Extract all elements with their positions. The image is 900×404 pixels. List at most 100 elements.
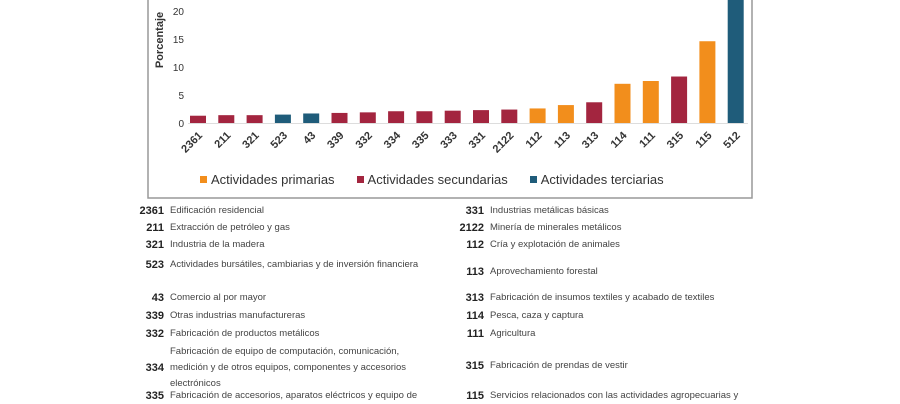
legend-item-pri: Actividades primarias xyxy=(200,172,335,187)
code-row: 2361 Edificación residencial xyxy=(128,203,435,219)
legend-label: Actividades primarias xyxy=(211,172,335,187)
x-tick-label: 339 xyxy=(325,130,346,151)
code: 211 xyxy=(146,222,164,234)
code-description: Fabricación de prendas de vestir xyxy=(490,360,628,371)
code-row: 115 Servicios relacionados con las activi… xyxy=(448,388,810,404)
chart-legend: Actividades primarias Actividades secunda… xyxy=(200,172,664,187)
code-row: 112 Cría y explotación de animales xyxy=(448,237,810,253)
code-description: Aprovechamiento forestal xyxy=(490,266,598,277)
code: 115 xyxy=(466,390,484,402)
bar-331 xyxy=(473,110,489,123)
x-tick-label: 114 xyxy=(609,129,631,151)
code-row: 331 Industrias metálicas básicas xyxy=(448,203,810,219)
code-description: Fabricación de equipo de computación, co… xyxy=(170,346,407,389)
x-tick-label: 211 xyxy=(212,130,233,151)
code-row: 113 Aprovechamiento forestal xyxy=(448,264,810,280)
x-tick-label: 333 xyxy=(438,130,459,151)
code: 315 xyxy=(465,360,484,372)
code-row: 313 Fabricación de insumos textiles y aca… xyxy=(448,290,810,306)
x-tick-label: 112 xyxy=(524,130,545,151)
x-tick-label: 335 xyxy=(410,130,431,151)
legend-swatch xyxy=(356,176,364,183)
y-tick-label: 10 xyxy=(173,63,185,74)
code-row: 43 Comercio al por mayor xyxy=(128,290,435,306)
code-description: Fabricación de insumos textiles y acabad… xyxy=(490,292,715,303)
x-tick-label: 2361 xyxy=(179,130,205,156)
legend-item-sec: Actividades secundarias xyxy=(356,172,508,187)
code-description: Edificación residencial xyxy=(170,205,264,216)
bar-115 xyxy=(699,41,716,123)
legend-label: Actividades terciarias xyxy=(540,172,664,187)
code-description: Industrias metálicas básicas xyxy=(490,205,609,216)
bar-2122 xyxy=(501,109,518,123)
y-tick-label: 15 xyxy=(173,35,185,46)
bar-chart: 0 5 10 15 20 2361 211 321 523 43 339 332 334 335 333 3… xyxy=(147,0,753,199)
x-tick-label: 321 xyxy=(240,130,261,151)
legend-swatch xyxy=(529,176,537,183)
code-row: 2122 Minería de minerales metálicos xyxy=(448,220,810,236)
bar-523 xyxy=(274,114,291,123)
y-tick-label: 0 xyxy=(178,119,184,130)
code-description: Extracción de petróleo y gas xyxy=(170,222,290,233)
x-tick-label: 332 xyxy=(353,130,374,151)
code-description: Servicios relacionados con las actividad… xyxy=(490,390,739,401)
code: 114 xyxy=(466,310,484,322)
bar-114 xyxy=(614,83,631,123)
chart-frame xyxy=(147,0,753,199)
x-tick-label: 331 xyxy=(467,130,488,151)
code-description: Minería de minerales metálicos xyxy=(490,222,622,233)
code-row: 334 Fabricación de equipo de computación,… xyxy=(128,344,435,392)
code-row: 111 Agricultura xyxy=(448,326,810,342)
bar-113 xyxy=(557,105,574,123)
y-axis-label: Porcentaje xyxy=(154,12,166,68)
bar-315 xyxy=(671,76,688,123)
code-row: 332 Fabricación de productos metálicos xyxy=(128,326,435,342)
bar-43 xyxy=(303,113,320,123)
code: 113 xyxy=(466,266,484,278)
bar-313 xyxy=(586,102,603,123)
bar-211 xyxy=(218,115,235,123)
y-tick-label: 20 xyxy=(173,7,185,18)
code-description: Comercio al por mayor xyxy=(170,292,267,303)
bar-321 xyxy=(246,115,263,123)
bar-512 xyxy=(727,0,744,123)
code-row: 335 Fabricación de accesorios, aparatos e… xyxy=(128,388,435,404)
legend-label: Actividades secundarias xyxy=(367,172,508,187)
code: 335 xyxy=(145,390,164,402)
x-tick-label: 2122 xyxy=(491,130,517,156)
code: 313 xyxy=(465,292,484,304)
y-tick-label: 5 xyxy=(178,91,184,102)
code-row: 321 Industria de la madera xyxy=(128,237,435,253)
bar-332 xyxy=(359,112,376,123)
x-tick-label: 113 xyxy=(552,130,573,151)
code-row: 114 Pesca, caza y captura xyxy=(448,308,810,324)
code: 2361 xyxy=(139,205,164,217)
x-tick-label: 523 xyxy=(269,130,290,151)
code-row: 339 Otras industrias manufactureras xyxy=(128,308,435,324)
bar-2361 xyxy=(190,115,206,123)
code: 321 xyxy=(145,239,164,251)
x-tick-label: 313 xyxy=(580,130,601,151)
legend-swatch xyxy=(200,176,207,183)
bar-335 xyxy=(416,111,433,123)
code: 339 xyxy=(145,310,164,322)
code: 331 xyxy=(465,205,484,217)
code: 111 xyxy=(466,328,484,340)
code-row: 523 Actividades bursátiles, cambiarias y … xyxy=(128,257,435,273)
bar-333 xyxy=(444,110,461,123)
x-tick-label: 334 xyxy=(382,129,404,151)
code-description: Cría y explotación de animales xyxy=(490,239,620,250)
code-row: 315 Fabricación de prendas de vestir xyxy=(448,358,810,374)
code: 523 xyxy=(145,259,164,271)
code-description: Industria de la madera xyxy=(170,239,265,250)
code-description: Fabricación de productos metálicos xyxy=(170,328,320,339)
code-description: Otras industrias manufactureras xyxy=(170,310,306,321)
bar-334 xyxy=(388,111,405,123)
code: 2122 xyxy=(459,222,484,234)
code: 43 xyxy=(151,292,164,304)
code-description: Agricultura xyxy=(490,328,536,339)
code: 112 xyxy=(466,239,484,251)
code-row: 211 Extracción de petróleo y gas xyxy=(128,220,435,236)
code-description: Pesca, caza y captura xyxy=(490,310,584,321)
code-description: Fabricación de accesorios, aparatos eléc… xyxy=(170,390,418,401)
